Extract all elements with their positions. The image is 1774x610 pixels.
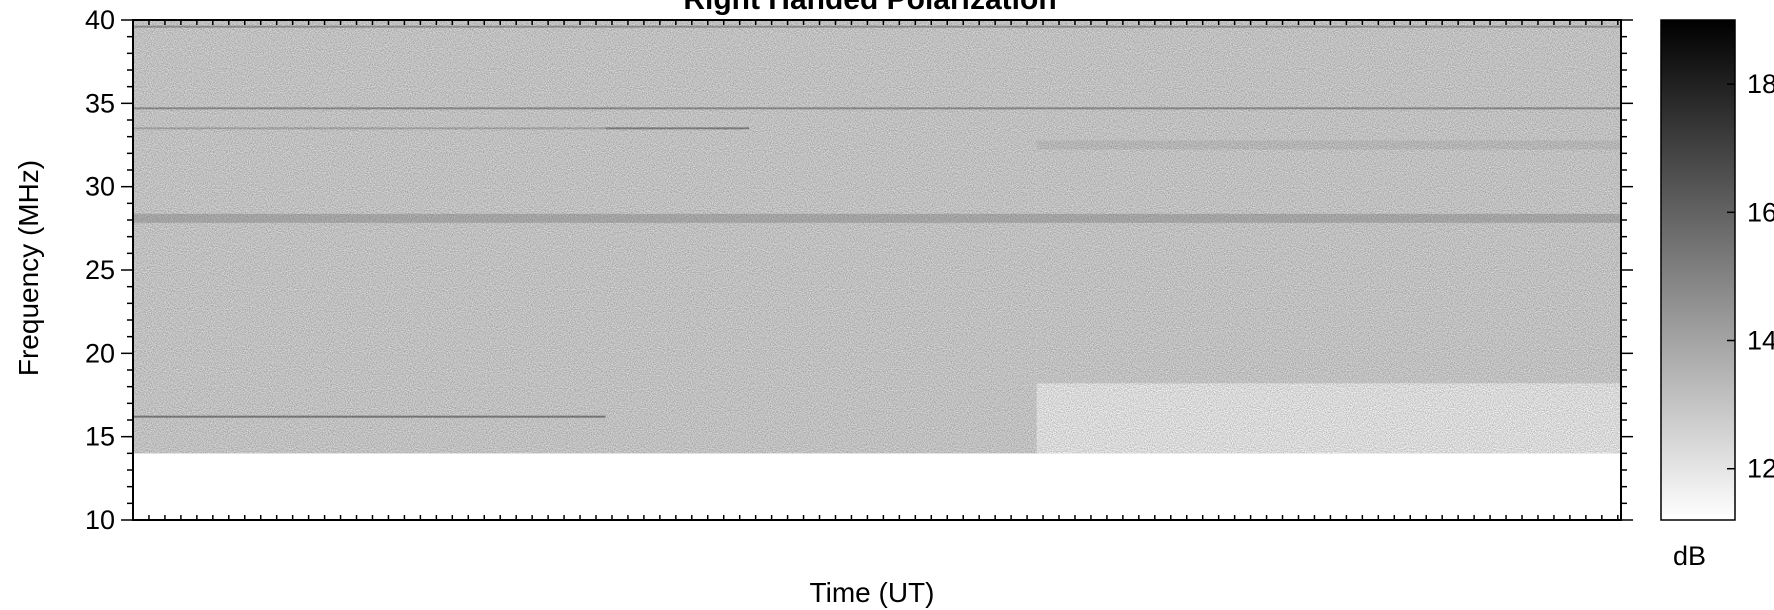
colorbar-gradient bbox=[1660, 19, 1736, 521]
colorbar-unit-label: dB bbox=[1673, 541, 1706, 571]
y-axis: 10 15 20 25 30 35 40 bbox=[85, 5, 1633, 535]
colorbar-tick-label: 12 bbox=[1747, 454, 1774, 484]
y-tick-label: 25 bbox=[85, 255, 115, 285]
y-tick-label: 30 bbox=[85, 172, 115, 202]
y-axis-title: Frequency (MHz) bbox=[13, 160, 44, 376]
colorbar-ticks: 12 14 16 18 bbox=[1727, 69, 1774, 484]
colorbar-tick-label: 16 bbox=[1747, 197, 1774, 227]
x-axis-title: Time (UT) bbox=[810, 577, 935, 608]
x-axis bbox=[132, 20, 1619, 520]
y-tick-label: 40 bbox=[85, 5, 115, 35]
y-tick-label: 15 bbox=[85, 422, 115, 452]
y-tick-label: 35 bbox=[85, 88, 115, 118]
colorbar: 12 14 16 18 dB bbox=[1660, 19, 1774, 571]
colorbar-tick-label: 14 bbox=[1747, 326, 1774, 356]
y-tick-label: 20 bbox=[85, 338, 115, 368]
chart-title: Right Handed Polarization bbox=[683, 0, 1056, 16]
plot-area bbox=[133, 20, 1621, 454]
y-tick-label: 10 bbox=[85, 505, 115, 535]
noise-texture bbox=[133, 20, 1621, 454]
colorbar-tick-label: 18 bbox=[1747, 69, 1774, 99]
